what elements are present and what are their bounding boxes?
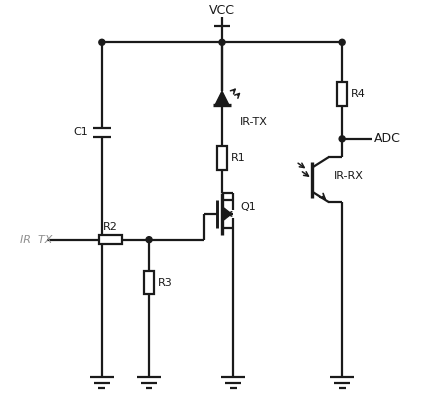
Bar	[217, 146, 227, 170]
Bar	[99, 235, 122, 244]
Polygon shape	[215, 91, 229, 105]
Text: IR  TX: IR TX	[20, 235, 53, 245]
Circle shape	[219, 39, 225, 45]
Text: VCC: VCC	[209, 4, 235, 16]
Circle shape	[99, 39, 105, 45]
Circle shape	[339, 136, 345, 142]
Text: Q1: Q1	[241, 202, 256, 213]
Bar	[337, 82, 347, 105]
Text: R3: R3	[158, 278, 173, 288]
Circle shape	[339, 39, 345, 45]
Bar	[144, 271, 154, 295]
Circle shape	[146, 236, 152, 243]
Text: R1: R1	[231, 153, 246, 163]
Text: ADC: ADC	[374, 132, 401, 145]
Polygon shape	[224, 208, 231, 220]
Text: C1: C1	[74, 127, 88, 137]
Text: IR-TX: IR-TX	[240, 117, 268, 126]
Text: IR-RX: IR-RX	[333, 171, 364, 181]
Text: R2: R2	[103, 222, 118, 232]
Text: R4: R4	[351, 89, 366, 99]
